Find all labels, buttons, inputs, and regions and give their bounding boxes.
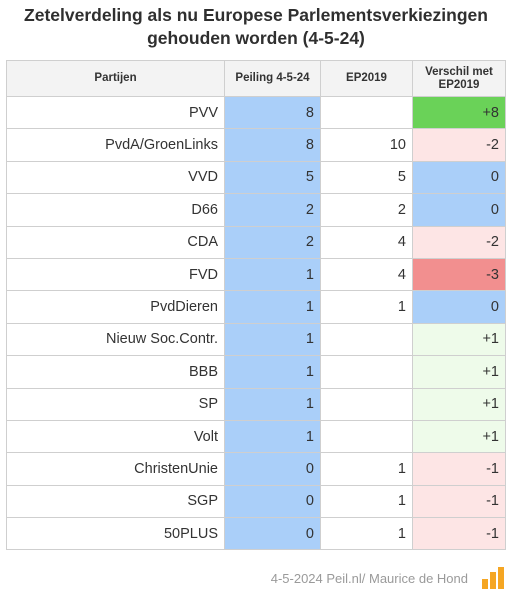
poll-seats-cell: 0: [224, 517, 321, 551]
table-row: PvdA/GroenLinks 8 10 -2: [6, 128, 506, 162]
table-row: D66 2 2 0: [6, 193, 506, 227]
ep2019-seats-cell: 10: [320, 128, 413, 162]
ep2019-seats-cell: 1: [320, 452, 413, 486]
table-row: SGP 0 1 -1: [6, 484, 506, 519]
table-row: Nieuw Soc.Contr. 1 +1: [6, 322, 506, 357]
party-name-cell: SGP: [6, 484, 225, 519]
party-name-cell: CDA: [6, 225, 225, 259]
table-row: FVD 1 4 -3: [6, 257, 506, 292]
ep2019-seats-cell: 5: [320, 160, 413, 195]
ep2019-seats-cell: [320, 355, 413, 389]
poll-seats-cell: 1: [224, 257, 321, 292]
difference-cell: 0: [412, 290, 506, 324]
ep2019-seats-cell: 1: [320, 484, 413, 519]
table-row: Volt 1 +1: [6, 419, 506, 454]
seat-distribution-table: Partijen Peiling 4-5-24 EP2019 Verschil …: [6, 60, 506, 551]
table-row: SP 1 +1: [6, 387, 506, 421]
difference-cell: -2: [412, 128, 506, 162]
ep2019-seats-cell: 1: [320, 290, 413, 324]
poll-seats-cell: 0: [224, 484, 321, 519]
party-name-cell: 50PLUS: [6, 517, 225, 551]
poll-seats-cell: 1: [224, 387, 321, 421]
party-name-cell: VVD: [6, 160, 225, 195]
ep2019-seats-cell: [320, 419, 413, 454]
table-row: PvdDieren 1 1 0: [6, 290, 506, 324]
difference-cell: -1: [412, 517, 506, 551]
column-header-parties: Partijen: [6, 60, 225, 97]
party-name-cell: D66: [6, 193, 225, 227]
difference-cell: 0: [412, 160, 506, 195]
peil-logo-icon: [481, 567, 507, 594]
poll-seats-cell: 1: [224, 419, 321, 454]
difference-cell: 0: [412, 193, 506, 227]
table-row: ChristenUnie 0 1 -1: [6, 452, 506, 486]
column-header-difference: Verschil met EP2019: [412, 60, 506, 97]
difference-cell: +1: [412, 419, 506, 454]
ep2019-seats-cell: 4: [320, 225, 413, 259]
poll-seats-cell: 1: [224, 322, 321, 357]
difference-cell: +1: [412, 322, 506, 357]
poll-seats-cell: 1: [224, 355, 321, 389]
party-name-cell: ChristenUnie: [6, 452, 225, 486]
table-row: 50PLUS 0 1 -1: [6, 517, 506, 551]
ep2019-seats-cell: [320, 95, 413, 130]
poll-seats-cell: 8: [224, 128, 321, 162]
party-name-cell: PVV: [6, 95, 225, 130]
party-name-cell: Volt: [6, 419, 225, 454]
table-header: Partijen Peiling 4-5-24 EP2019 Verschil …: [6, 60, 506, 97]
ep2019-seats-cell: [320, 322, 413, 357]
party-name-cell: BBB: [6, 355, 225, 389]
ep2019-seats-cell: [320, 387, 413, 421]
poll-seats-cell: 2: [224, 225, 321, 259]
column-header-ep2019: EP2019: [320, 60, 413, 97]
chart-title-line-2: gehouden worden (4-5-24): [147, 28, 365, 48]
poll-seats-cell: 8: [224, 95, 321, 130]
ep2019-seats-cell: 2: [320, 193, 413, 227]
difference-cell: -2: [412, 225, 506, 259]
difference-cell: -1: [412, 452, 506, 486]
difference-cell: +1: [412, 355, 506, 389]
difference-cell: +1: [412, 387, 506, 421]
column-header-poll: Peiling 4-5-24: [224, 60, 321, 97]
poll-seats-cell: 2: [224, 193, 321, 227]
chart-title: Zetelverdeling als nu Europese Parlement…: [0, 4, 512, 50]
table-row: PVV 8 +8: [6, 95, 506, 130]
table-row: VVD 5 5 0: [6, 160, 506, 195]
party-name-cell: FVD: [6, 257, 225, 292]
difference-cell: +8: [412, 95, 506, 130]
table-row: BBB 1 +1: [6, 355, 506, 389]
chart-title-line-1: Zetelverdeling als nu Europese Parlement…: [24, 5, 488, 25]
footer-credit: 4-5-2024 Peil.nl/ Maurice de Hond: [270, 571, 468, 586]
poll-seats-cell: 0: [224, 452, 321, 486]
poll-seats-cell: 5: [224, 160, 321, 195]
party-name-cell: Nieuw Soc.Contr.: [6, 322, 225, 357]
difference-cell: -3: [412, 257, 506, 292]
poll-seats-cell: 1: [224, 290, 321, 324]
ep2019-seats-cell: 1: [320, 517, 413, 551]
table-body: PVV 8 +8 PvdA/GroenLinks 8 10 -2 VVD 5 5 0 D66 2 2 0 CD…: [6, 95, 506, 551]
difference-cell: -1: [412, 484, 506, 519]
table-header-row: Partijen Peiling 4-5-24 EP2019 Verschil …: [6, 60, 506, 97]
party-name-cell: SP: [6, 387, 225, 421]
party-name-cell: PvdA/GroenLinks: [6, 128, 225, 162]
party-name-cell: PvdDieren: [6, 290, 225, 324]
table-row: CDA 2 4 -2: [6, 225, 506, 259]
ep2019-seats-cell: 4: [320, 257, 413, 292]
